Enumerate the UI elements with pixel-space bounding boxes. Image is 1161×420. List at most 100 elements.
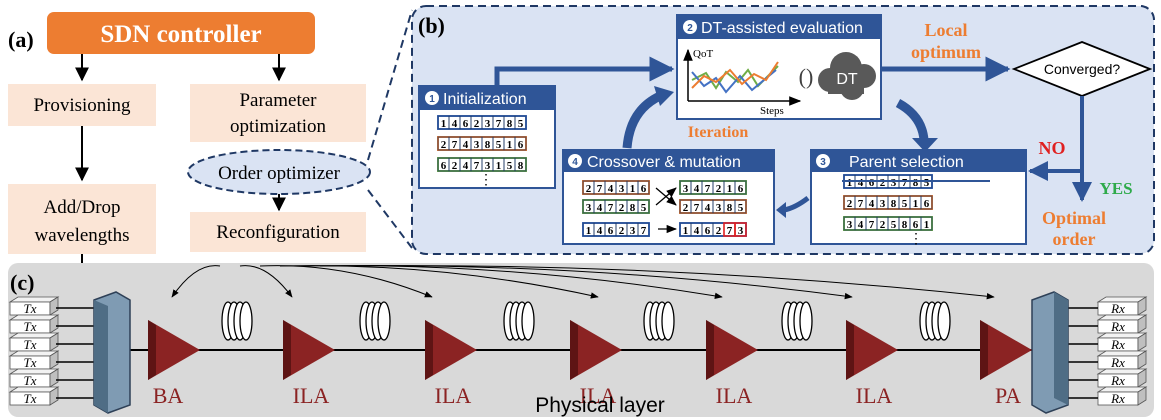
order-optimizer-ellipse (187, 149, 371, 195)
svg-text:7: 7 (902, 177, 908, 189)
svg-text:ILA: ILA (716, 383, 753, 408)
amplifier-3: ILA (425, 320, 477, 408)
svg-text:7: 7 (727, 225, 733, 237)
parent-ellipsis: ⋮ (909, 232, 923, 247)
demux-face (1054, 292, 1068, 405)
rx-stack: Rx Rx Rx Rx Rx Rx (1066, 296, 1148, 406)
svg-text:8: 8 (485, 139, 491, 151)
svg-text:1: 1 (727, 183, 733, 195)
control-arc-1 (171, 265, 221, 298)
svg-text:6: 6 (869, 177, 875, 189)
svg-text:2: 2 (716, 225, 722, 237)
svg-text:7: 7 (705, 183, 711, 195)
svg-text:Tx: Tx (24, 391, 37, 406)
svg-text:5: 5 (518, 118, 524, 130)
svg-text:7: 7 (869, 219, 875, 231)
steps-axis-label: Steps (760, 105, 784, 117)
svg-text:Rx: Rx (1110, 319, 1125, 334)
tx-stack: Tx Tx Tx Tx Tx Tx (8, 296, 96, 406)
rx-module-2: Rx (1066, 314, 1148, 334)
crossover-header (563, 150, 774, 172)
svg-text:1: 1 (630, 183, 636, 195)
svg-text:ILA: ILA (580, 383, 617, 408)
svg-text:1: 1 (847, 177, 853, 189)
param-optimization-box (190, 84, 366, 142)
svg-text:7: 7 (474, 160, 480, 172)
svg-text:2: 2 (716, 183, 722, 195)
svg-text:7: 7 (496, 118, 502, 130)
rx-module-3: Rx (1066, 332, 1148, 352)
svg-text:3: 3 (485, 118, 491, 130)
amplifier-2: ILA (283, 320, 335, 408)
svg-text:3: 3 (738, 225, 744, 237)
amplifier-7: PA (980, 320, 1032, 408)
svg-text:8: 8 (891, 198, 897, 210)
optimal-order-line1: Optimal (1042, 208, 1106, 228)
svg-text:6: 6 (913, 219, 919, 231)
parent-step-number: 3 (820, 157, 826, 168)
init-header (419, 86, 555, 110)
svg-text:1: 1 (441, 118, 447, 130)
fiber-spools (221, 301, 951, 341)
svg-text:PA: PA (995, 383, 1021, 408)
svg-text:8: 8 (727, 202, 733, 214)
dt-step-badge (683, 20, 697, 34)
amplifier-1: BA (148, 320, 200, 408)
svg-text:4: 4 (858, 219, 864, 231)
crossover-title: Crossover & mutation (587, 154, 741, 171)
tx-module-6: Tx (8, 386, 96, 406)
mux-face (94, 300, 108, 413)
svg-text:3: 3 (619, 183, 625, 195)
svg-text:8: 8 (902, 219, 908, 231)
svg-text:8: 8 (507, 118, 513, 130)
converged-label: Converged? (1044, 61, 1120, 77)
crossover-chromosome-rows: 2 7 4 3 1 63 4 7 2 8 51 4 6 2 3 73 4 7 2 1 62 7 4 3 8 51 4 6 2 7 3 (582, 180, 747, 237)
svg-text:ILA: ILA (293, 383, 330, 408)
svg-text:7: 7 (597, 183, 603, 195)
svg-text:1: 1 (924, 219, 930, 231)
tx-module-4: Tx (8, 350, 96, 370)
svg-text:Rx: Rx (1110, 355, 1125, 370)
svg-text:6: 6 (641, 183, 647, 195)
param-optimization-line2: optimization (230, 116, 327, 137)
tx-module-2: Tx (8, 314, 96, 334)
svg-text:7: 7 (641, 225, 647, 237)
svg-text:2: 2 (683, 202, 689, 214)
no-label: NO (1039, 138, 1066, 158)
svg-text:1: 1 (586, 225, 592, 237)
svg-text:3: 3 (474, 139, 480, 151)
svg-text:4: 4 (694, 225, 700, 237)
svg-text:7: 7 (452, 139, 458, 151)
svg-text:5: 5 (641, 202, 647, 214)
svg-text:5: 5 (891, 219, 897, 231)
amplifier-5: ILA (706, 320, 758, 408)
svg-text:2: 2 (847, 198, 853, 210)
svg-text:4: 4 (869, 198, 875, 210)
amplifier-chain: BA ILA ILA ILA ILA ILA PA (148, 320, 1032, 408)
svg-text:4: 4 (463, 160, 469, 172)
svg-text:Rx: Rx (1110, 301, 1125, 316)
svg-text:6: 6 (924, 198, 930, 210)
svg-text:5: 5 (496, 139, 502, 151)
dt-cycle-icon: () (799, 64, 814, 89)
svg-text:2: 2 (619, 225, 625, 237)
svg-text:3: 3 (485, 160, 491, 172)
svg-text:1: 1 (913, 198, 919, 210)
svg-text:4: 4 (463, 139, 469, 151)
arrow-init-to-dt (494, 56, 675, 86)
svg-text:ILA: ILA (435, 383, 472, 408)
svg-text:5: 5 (924, 177, 930, 189)
qot-trace-blue (691, 69, 777, 94)
add-drop-line2: wavelengths (35, 225, 130, 246)
zoom-line-top (367, 9, 413, 161)
init-step-number: 1 (429, 94, 435, 105)
optimal-order-line2: order (1053, 229, 1096, 249)
svg-text:3: 3 (683, 183, 689, 195)
zoom-line-bottom (367, 189, 413, 249)
svg-text:4: 4 (452, 118, 458, 130)
